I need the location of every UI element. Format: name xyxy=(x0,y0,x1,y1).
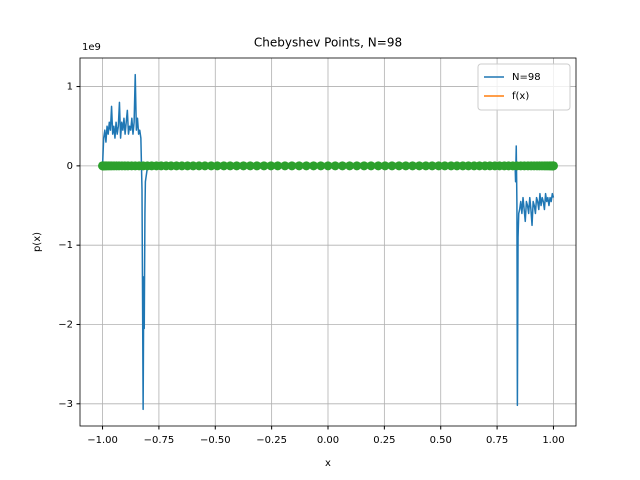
point xyxy=(259,161,269,171)
point xyxy=(225,161,235,171)
series-line xyxy=(101,73,555,411)
x-tick-label: −0.50 xyxy=(200,435,231,446)
point xyxy=(427,161,437,171)
x-tick-label: 0.25 xyxy=(373,435,395,446)
legend-label: N=98 xyxy=(512,72,541,83)
x-tick-label: 0.00 xyxy=(317,435,339,446)
x-axis-label: x xyxy=(325,458,331,469)
legend-label: f(x) xyxy=(512,91,529,102)
x-tick-label: 0.50 xyxy=(430,435,452,446)
point xyxy=(373,161,383,171)
point xyxy=(232,161,242,171)
point xyxy=(280,161,290,171)
x-tick-label: 0.75 xyxy=(486,435,508,446)
chart-title: Chebyshev Points, N=98 xyxy=(254,36,402,50)
point xyxy=(309,161,319,171)
point xyxy=(245,161,255,171)
point xyxy=(316,161,326,171)
y-tick-label: −2 xyxy=(58,319,73,330)
point xyxy=(252,161,262,171)
point xyxy=(287,161,297,171)
point xyxy=(200,161,210,171)
point xyxy=(440,161,450,171)
point xyxy=(301,161,311,171)
point xyxy=(401,161,411,171)
y-tick-label: −3 xyxy=(58,399,73,410)
y-tick-label: 0 xyxy=(67,161,73,172)
point xyxy=(408,161,418,171)
point xyxy=(387,161,397,171)
y-tick-label: 1 xyxy=(67,82,73,93)
point xyxy=(421,161,431,171)
point xyxy=(380,161,390,171)
y-offset-label: 1e9 xyxy=(82,42,101,53)
y-axis-label: p(x) xyxy=(32,232,43,252)
point xyxy=(266,161,276,171)
point xyxy=(323,161,333,171)
point xyxy=(212,161,222,171)
point xyxy=(219,161,229,171)
point xyxy=(548,161,558,171)
x-tick-label: −0.25 xyxy=(256,435,287,446)
legend-box xyxy=(477,63,571,111)
point xyxy=(394,161,404,171)
point xyxy=(352,161,362,171)
point xyxy=(345,161,355,171)
x-tick-label: −1.00 xyxy=(87,435,118,446)
point xyxy=(273,161,283,171)
point xyxy=(238,161,248,171)
point xyxy=(330,161,340,171)
y-tick-label: −1 xyxy=(58,240,73,251)
plot-frame xyxy=(79,57,577,427)
x-tick-label: −0.75 xyxy=(144,435,175,446)
point xyxy=(366,161,376,171)
x-tick-label: 1.00 xyxy=(542,435,564,446)
point xyxy=(359,161,369,171)
point xyxy=(337,161,347,171)
point xyxy=(294,161,304,171)
point xyxy=(414,161,424,171)
